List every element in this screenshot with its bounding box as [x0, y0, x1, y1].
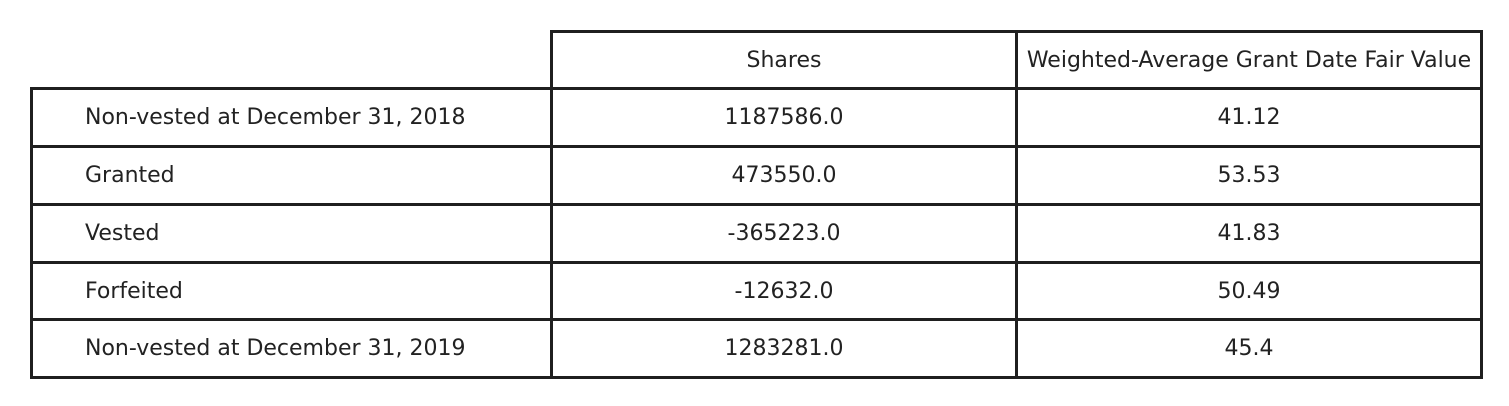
- header-fair-value-text: Weighted-Average Grant Date Fair Value: [1026, 47, 1472, 73]
- header-shares: Shares: [550, 30, 1018, 90]
- row-shares-text: 1283281.0: [724, 336, 844, 361]
- row-fair-value: 45.4: [1015, 318, 1483, 379]
- row-shares: 1283281.0: [550, 318, 1018, 379]
- row-shares: 473550.0: [550, 145, 1018, 206]
- row-fair-value: 41.12: [1015, 87, 1483, 148]
- row-label: Granted: [30, 145, 553, 206]
- row-label: Vested: [30, 203, 553, 264]
- row-fair-value-text: 45.4: [1224, 336, 1274, 361]
- row-shares-text: 1187586.0: [724, 105, 844, 130]
- row-label-text: Forfeited: [85, 278, 183, 304]
- row-label: Non-vested at December 31, 2019: [30, 318, 553, 379]
- row-shares: -12632.0: [550, 261, 1018, 321]
- row-shares: 1187586.0: [550, 87, 1018, 148]
- row-fair-value-text: 50.49: [1217, 278, 1281, 304]
- row-shares: -365223.0: [550, 203, 1018, 264]
- row-label-text: Granted: [85, 163, 175, 188]
- row-label-text: Non-vested at December 31, 2018: [85, 105, 466, 130]
- row-shares-text: 473550.0: [731, 163, 837, 188]
- row-label-text: Vested: [85, 221, 160, 246]
- row-label: Forfeited: [30, 261, 553, 321]
- row-shares-text: -365223.0: [727, 221, 841, 246]
- row-fair-value-text: 41.83: [1217, 221, 1281, 246]
- row-label: Non-vested at December 31, 2018: [30, 87, 553, 148]
- row-label-text: Non-vested at December 31, 2019: [85, 336, 466, 361]
- row-fair-value-text: 53.53: [1217, 163, 1281, 188]
- header-fair-value: Weighted-Average Grant Date Fair Value: [1015, 30, 1483, 90]
- row-shares-text: -12632.0: [734, 278, 834, 304]
- row-fair-value-text: 41.12: [1217, 105, 1281, 130]
- row-fair-value: 53.53: [1015, 145, 1483, 206]
- row-fair-value: 41.83: [1015, 203, 1483, 264]
- row-fair-value: 50.49: [1015, 261, 1483, 321]
- header-shares-text: Shares: [746, 47, 822, 73]
